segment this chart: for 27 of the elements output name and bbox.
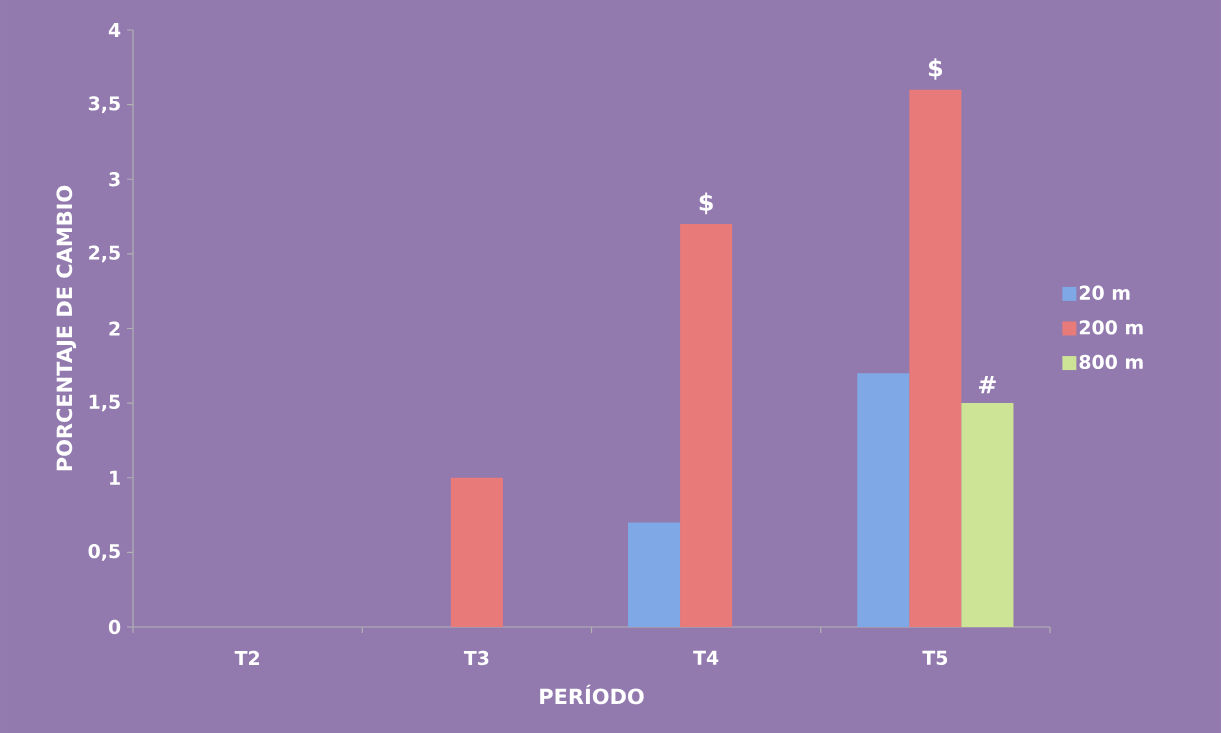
x-tick-label: T2: [234, 650, 260, 665]
legend-label: 20 m: [1079, 285, 1130, 300]
x-axis-title: PERÍODO: [540, 684, 644, 705]
y-tick-label: 4: [108, 23, 121, 37]
y-tick-label: 0: [108, 619, 121, 635]
y-tick-label: 1: [110, 470, 120, 485]
y-tick-label: 0,5: [88, 543, 120, 561]
bar: [680, 224, 733, 627]
data-label: $: [928, 58, 943, 80]
x-tick-label: T5: [922, 650, 948, 665]
legend-label: 200 m: [1079, 320, 1143, 335]
data-label: $: [699, 192, 713, 215]
data-label: #: [979, 376, 996, 394]
bar: [857, 373, 910, 627]
x-tick-label: T3: [463, 650, 489, 666]
y-axis-title: PORCENTAJE DE CAMBIO: [56, 185, 77, 471]
bar: [628, 522, 681, 627]
y-tick-label: 3: [109, 172, 120, 187]
legend-label: 800 m: [1079, 354, 1143, 370]
x-tick-label: T4: [693, 650, 719, 665]
bar: [450, 477, 503, 627]
y-tick-label: 1,5: [89, 394, 120, 412]
y-tick-label: 3,5: [88, 96, 120, 113]
y-tick-label: 2,5: [89, 245, 120, 263]
bar: [961, 403, 1014, 627]
bar: [909, 89, 962, 627]
y-tick-label: 2: [109, 321, 120, 336]
